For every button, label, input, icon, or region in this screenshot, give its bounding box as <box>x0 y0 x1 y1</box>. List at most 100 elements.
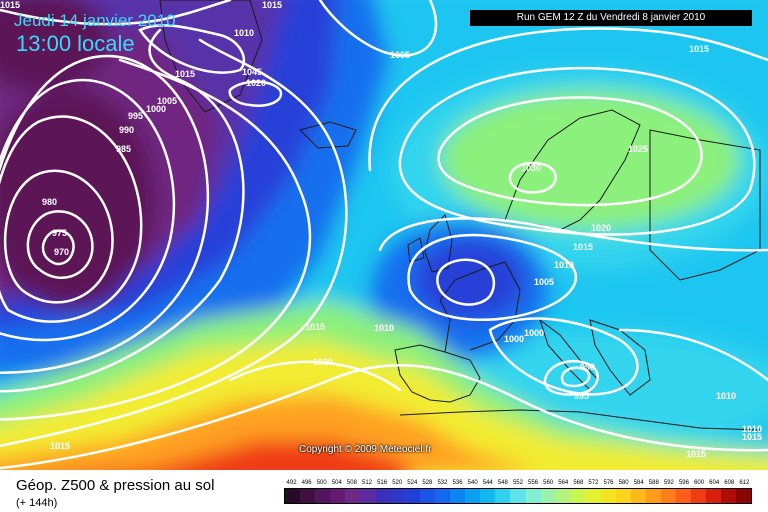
isobar-label: 1015 <box>573 242 593 252</box>
field-orange-south <box>0 395 540 470</box>
isobar-label: 1000 <box>524 328 544 338</box>
scale-swatch <box>570 489 586 503</box>
field-green-north <box>440 90 740 230</box>
scale-swatch <box>450 489 466 503</box>
coastline-balkans <box>589 319 651 396</box>
isobar-1005-west <box>0 58 312 421</box>
isobar-label: 1010 <box>716 391 736 401</box>
scale-value: 572 <box>588 480 599 486</box>
isobar-label: 1010 <box>742 424 762 434</box>
scale-value: 544 <box>482 480 493 486</box>
scale-swatch <box>555 489 571 503</box>
geopotential-map: 1015 1010 1005 1000 995 990 985 980 975 … <box>0 0 768 470</box>
scale-value: 564 <box>558 480 569 486</box>
scale-value: 496 <box>301 480 312 486</box>
scale-value: 552 <box>512 480 523 486</box>
scale-value: 604 <box>709 480 720 486</box>
isobar-label: 1015 <box>175 69 195 79</box>
scale-swatch <box>495 489 511 503</box>
scale-swatch <box>315 489 331 503</box>
coastline-britain <box>424 214 453 273</box>
isobar-label: 1015 <box>689 44 709 54</box>
isobar-990 <box>0 78 176 342</box>
isobar-label: 1020 <box>246 78 266 88</box>
isobar-1020-south <box>228 360 402 392</box>
isobar-1010-top <box>0 0 232 26</box>
isobar-990-south <box>560 366 591 388</box>
scale-value: 504 <box>331 480 342 486</box>
isobar-label: 1015 <box>305 322 325 332</box>
isobar-1010-mid <box>407 233 577 321</box>
coastline-russia <box>649 129 761 281</box>
isobar-1005-top <box>318 0 438 57</box>
isobar-label: 1015 <box>742 432 762 442</box>
isobar-label: 1020 <box>591 223 611 233</box>
scale-value: 600 <box>694 480 705 486</box>
isobar-label: 1005 <box>157 96 177 106</box>
scale-value: 584 <box>633 480 644 486</box>
scale-value: 548 <box>497 480 508 486</box>
legend-footer: Géop. Z500 & pression au sol (+ 144h) 49… <box>0 470 768 512</box>
isobar-975 <box>26 210 94 280</box>
scale-value: 568 <box>573 480 584 486</box>
isobar-label: 1000 <box>504 334 524 344</box>
scale-bar <box>284 488 752 504</box>
scale-swatch <box>675 489 691 503</box>
scale-swatch <box>375 489 391 503</box>
forecast-lead-time: (+ 144h) <box>16 497 58 509</box>
scale-swatch <box>720 489 736 503</box>
isobar-1015-mid <box>378 217 768 252</box>
scale-value: 576 <box>603 480 614 486</box>
scale-labels: 492 496 500 504 508 512 516 520 524 528 532 536 540 5… <box>284 480 752 486</box>
isobar-995-south <box>543 359 599 396</box>
scale-swatch <box>285 489 301 503</box>
forecast-time: 13:00 locale <box>16 31 135 56</box>
scale-swatch <box>300 489 316 503</box>
scale-swatch <box>705 489 721 503</box>
isobar-label: 1015 <box>262 0 282 10</box>
isobar-label: 970 <box>54 247 69 257</box>
scale-swatch <box>420 489 436 503</box>
isobar-1015-north <box>368 27 768 172</box>
isobar-1015-top <box>138 24 246 74</box>
copyright-notice: Copyright © 2009 Meteociel.fr <box>299 444 432 455</box>
isobar-1020-north <box>398 66 756 236</box>
field-red-south <box>150 440 407 470</box>
scale-value: 560 <box>543 480 554 486</box>
isobars <box>0 0 768 470</box>
geopotential-field <box>0 0 768 470</box>
isobar-label: 1015 <box>50 441 70 451</box>
isobar-label: 1015 <box>0 0 20 10</box>
coastline-iceland <box>299 121 357 149</box>
isobar-label: 990 <box>580 362 595 372</box>
isobar-1010-west <box>0 38 348 448</box>
scale-swatch <box>690 489 706 503</box>
isobar-label: 975 <box>52 228 67 238</box>
scale-swatch <box>735 489 751 503</box>
isobar-label: 1000 <box>146 104 166 114</box>
scale-swatch <box>390 489 406 503</box>
scale-swatch <box>540 489 556 503</box>
scale-swatch <box>330 489 346 503</box>
isobar-970 <box>41 229 75 266</box>
isobar-1025 <box>437 96 703 207</box>
isobar-label: 995 <box>574 391 589 401</box>
isobar-1000-south <box>488 317 639 396</box>
scale-value: 532 <box>437 480 448 486</box>
isobar-1030 <box>508 161 557 194</box>
scale-value: 492 <box>286 480 297 486</box>
scale-value: 508 <box>346 480 357 486</box>
isobar-label: 980 <box>42 197 57 207</box>
isobar-label: 1010 <box>374 323 394 333</box>
coastline-france <box>439 261 521 353</box>
scale-swatch <box>345 489 361 503</box>
coastline-iberia <box>394 344 481 403</box>
isobar-label: 1025 <box>628 144 648 154</box>
scale-value: 520 <box>392 480 403 486</box>
scale-value: 500 <box>316 480 327 486</box>
scale-value: 556 <box>528 480 539 486</box>
coastline-north-africa <box>399 409 761 431</box>
isobar-1000 <box>0 28 245 393</box>
forecast-date: Jeudi 14 janvier 2010 <box>14 11 176 30</box>
isobar-980 <box>3 169 114 304</box>
